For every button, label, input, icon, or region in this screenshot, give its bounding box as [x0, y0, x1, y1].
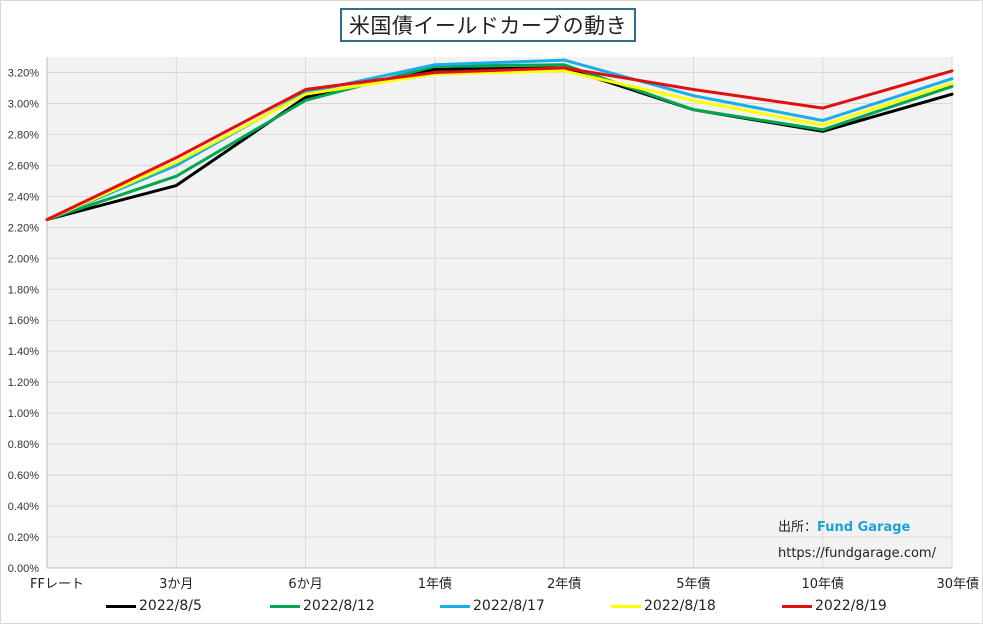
source-brand: Fund Garage: [817, 520, 911, 535]
y-tick-label: 0.20%: [8, 532, 39, 544]
legend-item: 2022/8/17: [440, 598, 545, 614]
x-tick-label: FFレート: [30, 577, 84, 592]
legend-swatch: [611, 604, 641, 608]
y-tick-label: 2.80%: [8, 129, 39, 141]
x-tick-label: 10年債: [801, 577, 844, 592]
x-tick-label: 30年債: [936, 577, 979, 592]
source-url: https://fundgarage.com/: [778, 546, 936, 561]
y-tick-label: 1.20%: [8, 377, 39, 389]
legend-label: 2022/8/12: [303, 598, 375, 614]
series-line: [45, 63, 954, 222]
y-tick-label: 2.20%: [8, 222, 39, 234]
source-label: 出所：: [778, 520, 818, 535]
legend-swatch: [782, 604, 812, 608]
chart-plot: 0.00% 0.20% 0.40% 0.60% 0.80% 1.00% 1.20% 1.40%…: [8, 57, 979, 592]
legend-label: 2022/8/17: [473, 598, 545, 614]
series-line: [45, 58, 954, 222]
y-tick-label: 3.00%: [8, 98, 39, 110]
x-tick-label: 1年債: [418, 577, 452, 592]
y-tick-label: 0.00%: [8, 563, 39, 575]
legend-label: 2022/8/5: [139, 598, 202, 614]
series-line: [45, 69, 954, 222]
y-tick-label: 1.80%: [8, 284, 39, 296]
legend-item: 2022/8/12: [270, 598, 375, 614]
y-tick-label: 0.40%: [8, 501, 39, 513]
y-axis: 0.00% 0.20% 0.40% 0.60% 0.80% 1.00% 1.20% 1.40%…: [8, 67, 39, 575]
y-tick-label: 1.00%: [8, 408, 39, 420]
y-tick-label: 1.40%: [8, 346, 39, 358]
legend-label: 2022/8/19: [815, 598, 887, 614]
x-tick-label: 2年債: [547, 577, 581, 592]
y-tick-label: 1.60%: [8, 315, 39, 327]
legend-swatch: [270, 604, 300, 608]
y-tick-label: 3.20%: [8, 67, 39, 79]
grid: [46, 57, 953, 569]
y-tick-label: 2.00%: [8, 253, 39, 265]
series-lines: [45, 58, 954, 222]
source-note: 出所：Fund Garage https://fundgarage.com/: [778, 515, 936, 567]
legend-item: 2022/8/5: [106, 598, 202, 614]
legend-item: 2022/8/18: [611, 598, 716, 614]
legend: 2022/8/5 2022/8/12 2022/8/17 2022/8/18 2022/…: [0, 598, 983, 618]
plot-area: [47, 57, 952, 568]
y-tick-label: 0.60%: [8, 470, 39, 482]
y-tick-label: 2.60%: [8, 160, 39, 172]
chart-title: 米国債イールドカーブの動き: [340, 8, 636, 42]
y-tick-label: 2.40%: [8, 191, 39, 203]
series-line: [45, 66, 954, 222]
legend-item: 2022/8/19: [782, 598, 887, 614]
y-tick-label: 0.80%: [8, 439, 39, 451]
x-tick-label: 3か月: [159, 577, 193, 592]
x-tick-label: 5年債: [676, 577, 710, 592]
x-axis: FFレート 3か月 6か月 1年債 2年債 5年債 10年債 30年債: [30, 577, 979, 592]
legend-swatch: [106, 604, 136, 608]
legend-label: 2022/8/18: [644, 598, 716, 614]
x-tick-label: 6か月: [288, 577, 322, 592]
legend-swatch: [440, 604, 470, 608]
